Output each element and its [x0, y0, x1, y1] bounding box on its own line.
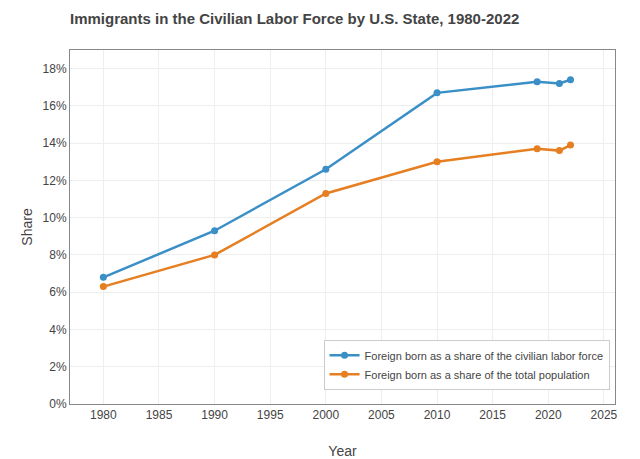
- svg-text:2010: 2010: [424, 408, 451, 422]
- svg-text:Immigrants in the Civilian Lab: Immigrants in the Civilian Labor Force b…: [70, 10, 519, 27]
- svg-text:2005: 2005: [368, 408, 395, 422]
- svg-text:2020: 2020: [535, 408, 562, 422]
- svg-text:1985: 1985: [146, 408, 173, 422]
- svg-text:4%: 4%: [49, 323, 67, 337]
- svg-text:1995: 1995: [257, 408, 284, 422]
- svg-text:Share: Share: [19, 208, 35, 246]
- svg-text:8%: 8%: [49, 248, 67, 262]
- svg-text:2000: 2000: [312, 408, 339, 422]
- svg-text:6%: 6%: [49, 285, 67, 299]
- svg-text:12%: 12%: [43, 174, 67, 188]
- svg-text:2%: 2%: [49, 360, 67, 374]
- svg-text:0%: 0%: [49, 397, 67, 411]
- svg-text:Foreign born as a share of the: Foreign born as a share of the total pop…: [365, 369, 590, 381]
- svg-text:18%: 18%: [43, 62, 67, 76]
- svg-text:10%: 10%: [43, 211, 67, 225]
- svg-text:Year: Year: [328, 443, 357, 459]
- svg-text:Foreign born as a share of the: Foreign born as a share of the civilian …: [365, 350, 603, 362]
- svg-text:14%: 14%: [43, 136, 67, 150]
- svg-text:2025: 2025: [591, 408, 618, 422]
- svg-text:1980: 1980: [90, 408, 117, 422]
- svg-text:16%: 16%: [43, 99, 67, 113]
- svg-text:1990: 1990: [201, 408, 228, 422]
- svg-text:2015: 2015: [479, 408, 506, 422]
